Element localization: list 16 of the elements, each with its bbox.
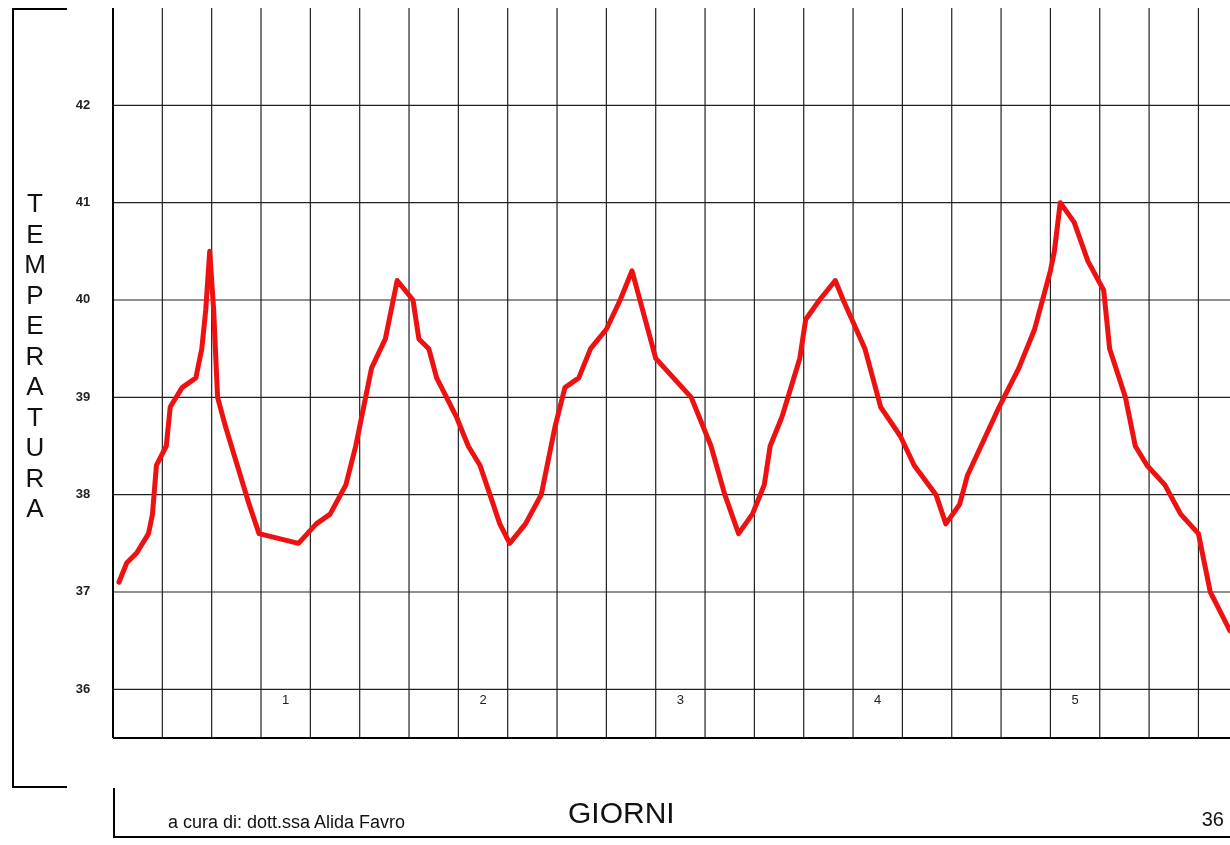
x-tick-label: 4: [874, 692, 882, 707]
text: 36: [1201, 808, 1224, 831]
y-tick-label: 38: [75, 486, 91, 502]
x-tick-label: 5: [1071, 692, 1079, 707]
x-tick-label: 3: [676, 692, 684, 707]
x-axis-title: GIORNI: [568, 796, 675, 830]
x-tick-label: 1: [282, 692, 290, 707]
y-tick-label: 36: [75, 680, 91, 696]
text: a cura di: dott.ssa Alida Favro: [168, 812, 406, 833]
y-tick-label: 41: [75, 194, 91, 210]
y-tick-label: 37: [75, 583, 91, 599]
y-tick-label: 42: [75, 96, 91, 112]
text: TEMPERATURA: [24, 188, 46, 523]
x-tick-label: 2: [479, 692, 487, 707]
y-tick-label: 40: [75, 291, 91, 307]
y-tick-label: 39: [75, 388, 91, 404]
